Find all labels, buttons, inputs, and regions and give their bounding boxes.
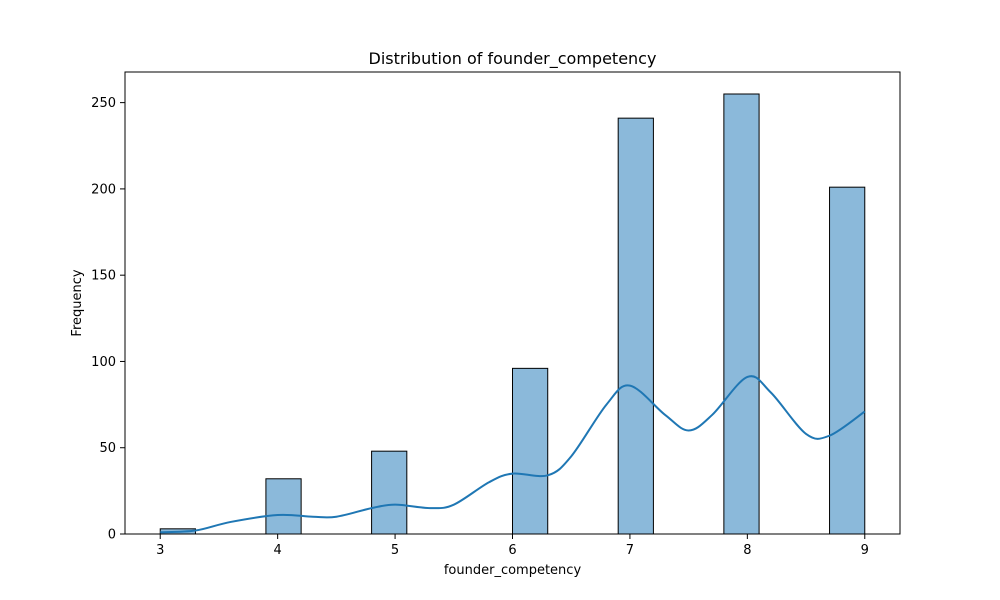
x-tick-label: 3: [156, 543, 164, 558]
y-tick-label: 0: [108, 528, 116, 543]
y-tick-label: 50: [99, 441, 116, 456]
x-axis-label: founder_competency: [444, 563, 582, 578]
x-axis-ticks: 3 4 5 6 7 8 9: [156, 534, 869, 558]
y-tick-label: 250: [91, 96, 116, 111]
histogram-bar: [617, 117, 654, 535]
y-axis-label: Frequency: [70, 269, 85, 336]
y-tick-label: 150: [91, 269, 116, 284]
x-tick-label: 5: [391, 543, 399, 558]
y-axis-ticks: 0 50 100 150 200 250: [91, 96, 125, 543]
y-tick-label: 100: [91, 355, 116, 370]
x-tick-label: 4: [274, 543, 282, 558]
x-tick-label: 9: [861, 543, 869, 558]
histogram-bar: [723, 93, 760, 535]
histogram-bar: [512, 367, 549, 535]
x-tick-label: 6: [508, 543, 516, 558]
histogram-bar: [371, 450, 408, 535]
chart-title: Distribution of founder_competency: [369, 49, 657, 69]
histogram-bar: [829, 186, 866, 535]
histogram-bar: [265, 478, 302, 535]
histogram-bars: [159, 93, 866, 535]
x-tick-label: 8: [743, 543, 751, 558]
kde-curve: [160, 375, 866, 534]
x-tick-label: 7: [626, 543, 634, 558]
y-tick-label: 200: [91, 182, 116, 197]
